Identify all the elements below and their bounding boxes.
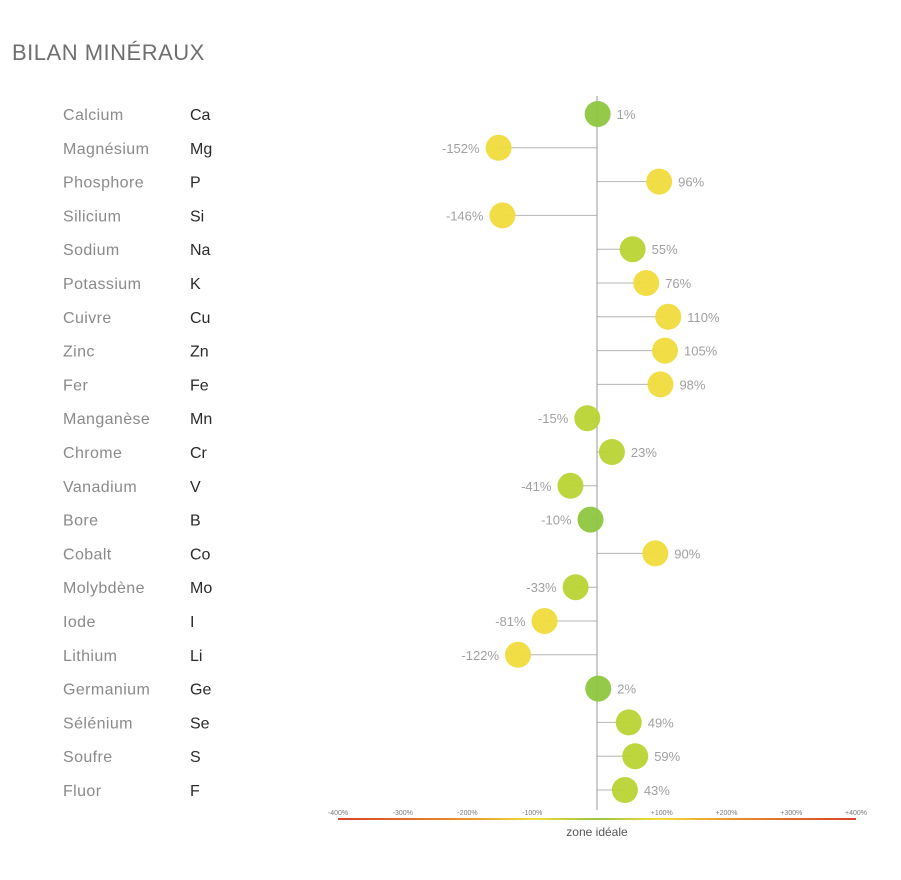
- value-label: 105%: [684, 344, 718, 359]
- value-label: 110%: [687, 310, 720, 325]
- mineral-name: Bore: [63, 513, 98, 530]
- mineral-symbol: Mn: [190, 411, 212, 428]
- value-label: 55%: [652, 242, 678, 257]
- value-dot: [647, 371, 674, 398]
- value-label: 98%: [679, 377, 705, 392]
- mineral-name: Phosphore: [63, 175, 144, 192]
- value-dot: [505, 641, 532, 668]
- mineral-symbol: Cr: [190, 445, 208, 462]
- value-dot: [655, 303, 682, 330]
- mineral-name: Chrome: [63, 445, 122, 462]
- value-label: -33%: [526, 580, 557, 595]
- value-label: -152%: [442, 141, 480, 156]
- mineral-symbol: Ca: [190, 107, 211, 124]
- value-label: 76%: [665, 276, 691, 291]
- x-tick-label: -100%: [522, 810, 542, 817]
- mineral-symbol: K: [190, 276, 201, 293]
- mineral-name: Vanadium: [63, 479, 137, 496]
- mineral-name: Lithium: [63, 648, 117, 665]
- value-label: 23%: [631, 445, 657, 460]
- mineral-symbol: Co: [190, 546, 211, 563]
- x-tick-label: -200%: [457, 810, 477, 817]
- value-dot: [557, 472, 584, 499]
- x-tick-label: -300%: [393, 810, 413, 817]
- mineral-name: Potassium: [63, 276, 141, 293]
- x-tick-label: +100%: [651, 810, 673, 817]
- mineral-name: Cuivre: [63, 310, 112, 327]
- value-dot: [598, 439, 625, 465]
- value-label: -10%: [541, 513, 572, 528]
- mineral-symbol: Cu: [190, 310, 210, 327]
- mineral-name: Iode: [63, 614, 96, 631]
- value-label: 59%: [654, 749, 680, 764]
- x-tick-label: -400%: [328, 810, 348, 817]
- x-tick-label: +300%: [780, 810, 802, 817]
- page-title: BILAN MINÉRAUX: [12, 40, 205, 65]
- mineral-name: Zinc: [63, 344, 95, 361]
- mineral-name: Cobalt: [63, 546, 112, 563]
- value-dot: [646, 168, 673, 195]
- mineral-symbol: Mo: [190, 580, 212, 597]
- mineral-name: Germanium: [63, 682, 150, 699]
- value-dot: [611, 777, 638, 803]
- value-label: 43%: [644, 783, 670, 798]
- mineral-name: Magnésium: [63, 141, 149, 158]
- mineral-symbol: Li: [190, 648, 202, 665]
- mineral-name: Soufre: [63, 749, 113, 766]
- value-dot: [585, 675, 612, 702]
- value-dot: [615, 709, 642, 736]
- bottom-axis-gradient: [338, 818, 856, 820]
- mineral-symbol: P: [190, 175, 201, 192]
- mineral-name: Fluor: [63, 783, 102, 800]
- value-dot: [531, 608, 558, 634]
- mineral-symbol: Mg: [190, 141, 212, 158]
- mineral-name: Calcium: [63, 107, 124, 124]
- mineral-name: Molybdène: [63, 580, 145, 597]
- value-dot: [574, 405, 601, 432]
- mineral-symbol: F: [190, 783, 200, 800]
- mineral-name: Sélénium: [63, 715, 133, 732]
- mineral-symbol: Fe: [190, 377, 209, 394]
- value-dot: [584, 101, 611, 127]
- mineral-symbol: I: [190, 614, 194, 631]
- value-label: 96%: [678, 175, 704, 190]
- value-label: -146%: [446, 208, 484, 223]
- value-label: 49%: [648, 715, 674, 730]
- value-label: 2%: [617, 682, 636, 697]
- mineral-name: Fer: [63, 377, 88, 394]
- mineral-symbol: Se: [190, 715, 210, 732]
- value-label: -41%: [521, 479, 552, 494]
- x-tick-label: +200%: [716, 810, 738, 817]
- value-dot: [485, 134, 512, 161]
- mineral-symbol: S: [190, 749, 201, 766]
- x-axis-label: zone idéale: [566, 825, 628, 839]
- mineral-symbol: B: [190, 513, 201, 530]
- mineral-symbol: Zn: [190, 344, 209, 361]
- mineral-symbol: Ge: [190, 682, 211, 699]
- mineral-symbol: V: [190, 479, 201, 496]
- value-dot: [622, 743, 649, 770]
- value-label: -122%: [461, 648, 499, 663]
- mineral-symbol: Na: [190, 242, 211, 259]
- mineral-symbol: Si: [190, 208, 204, 225]
- value-dot: [577, 506, 604, 533]
- value-dot: [562, 574, 589, 601]
- value-dot: [633, 270, 660, 296]
- value-dot: [642, 540, 669, 567]
- value-dot: [651, 337, 678, 364]
- value-dot: [619, 236, 646, 263]
- value-dot: [489, 202, 516, 229]
- value-label: 1%: [617, 107, 636, 122]
- value-label: -81%: [495, 614, 526, 629]
- x-tick-label: +400%: [845, 810, 867, 817]
- mineral-name: Silicium: [63, 208, 121, 225]
- value-label: -15%: [538, 411, 569, 426]
- mineral-name: Manganèse: [63, 411, 150, 428]
- mineral-name: Sodium: [63, 242, 120, 259]
- value-label: 90%: [674, 546, 700, 561]
